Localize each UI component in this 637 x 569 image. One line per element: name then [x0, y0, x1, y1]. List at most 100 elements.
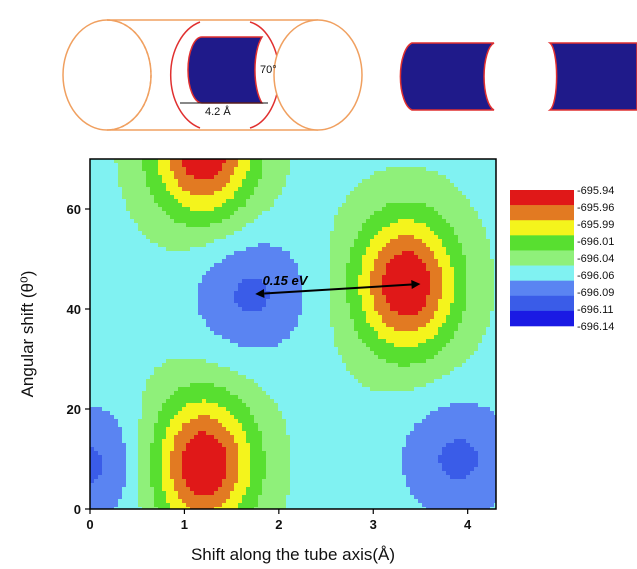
contour-cell [270, 491, 275, 496]
contour-cell [126, 399, 131, 404]
contour-cell [238, 227, 243, 232]
contour-cell [230, 211, 235, 216]
contour-cell [274, 247, 279, 252]
contour-cell [146, 455, 151, 460]
contour-cell [310, 331, 315, 336]
contour-cell [186, 383, 191, 388]
contour-cell [310, 315, 315, 320]
contour-cell [94, 223, 99, 228]
contour-cell [238, 499, 243, 504]
contour-cell [190, 343, 195, 348]
contour-cell [286, 183, 291, 188]
contour-cell [166, 299, 171, 304]
contour-cell [290, 219, 295, 224]
contour-cell [130, 319, 135, 324]
contour-cell [110, 263, 115, 268]
contour-cell [166, 271, 171, 276]
contour-cell [190, 295, 195, 300]
contour-cell [174, 219, 179, 224]
contour-cell [162, 251, 167, 256]
contour-cell [90, 475, 95, 480]
contour-cell [138, 211, 143, 216]
contour-cell [94, 159, 99, 164]
contour-cell [138, 291, 143, 296]
contour-cell [186, 191, 191, 196]
contour-cell [258, 223, 263, 228]
contour-cell [198, 231, 203, 236]
contour-cell [114, 371, 119, 376]
contour-cell [154, 227, 159, 232]
contour-cell [118, 363, 123, 368]
contour-cell [150, 439, 155, 444]
contour-cell [258, 379, 263, 384]
contour-cell [106, 431, 111, 436]
contour-cell [294, 235, 299, 240]
contour-cell [242, 227, 247, 232]
contour-cell [290, 167, 295, 172]
contour-cell [218, 335, 223, 340]
contour-cell [94, 423, 99, 428]
contour-cell [142, 283, 147, 288]
contour-cell [206, 179, 211, 184]
contour-cell [274, 343, 279, 348]
contour-cell [110, 419, 115, 424]
contour-cell [274, 499, 279, 504]
contour-cell [242, 319, 247, 324]
contour-cell [170, 303, 175, 308]
contour-cell [254, 495, 259, 500]
contour-cell [154, 419, 159, 424]
contour-cell [202, 399, 207, 404]
contour-cell [210, 227, 215, 232]
contour-cell [230, 195, 235, 200]
contour-cell [202, 223, 207, 228]
contour-cell [194, 503, 199, 508]
contour-cell [130, 299, 135, 304]
contour-cell [262, 363, 267, 368]
contour-cell [222, 267, 227, 272]
contour-cell [158, 207, 163, 212]
contour-cell [106, 363, 111, 368]
contour-cell [206, 339, 211, 344]
contour-cell [262, 275, 267, 280]
contour-cell [178, 423, 183, 428]
contour-cell [146, 235, 151, 240]
contour-cell [98, 331, 103, 336]
contour-cell [262, 463, 267, 468]
contour-cell [98, 327, 103, 332]
contour-cell [126, 219, 131, 224]
contour-cell [254, 499, 259, 504]
contour-cell [142, 419, 147, 424]
contour-cell [234, 215, 239, 220]
contour-cell [118, 391, 123, 396]
contour-cell [270, 331, 275, 336]
contour-cell [110, 427, 115, 432]
contour-cell [222, 159, 227, 164]
contour-cell [206, 295, 211, 300]
contour-cell [306, 403, 311, 408]
contour-cell [210, 215, 215, 220]
contour-cell [90, 243, 95, 248]
contour-cell [266, 211, 271, 216]
contour-cell [174, 399, 179, 404]
contour-cell [142, 191, 147, 196]
contour-cell [238, 383, 243, 388]
contour-cell [262, 267, 267, 272]
contour-cell [230, 407, 235, 412]
contour-cell [262, 467, 267, 472]
contour-cell [218, 267, 223, 272]
contour-cell [150, 487, 155, 492]
contour-cell [114, 491, 119, 496]
contour-cell [298, 487, 303, 492]
contour-cell [266, 259, 271, 264]
contour-cell [122, 359, 127, 364]
contour-cell [230, 247, 235, 252]
contour-cell [170, 259, 175, 264]
contour-cell [194, 283, 199, 288]
contour-cell [210, 479, 215, 484]
contour-cell [198, 199, 203, 204]
contour-cell [262, 223, 267, 228]
contour-cell [98, 411, 103, 416]
contour-cell [262, 383, 267, 388]
contour-cell [142, 167, 147, 172]
